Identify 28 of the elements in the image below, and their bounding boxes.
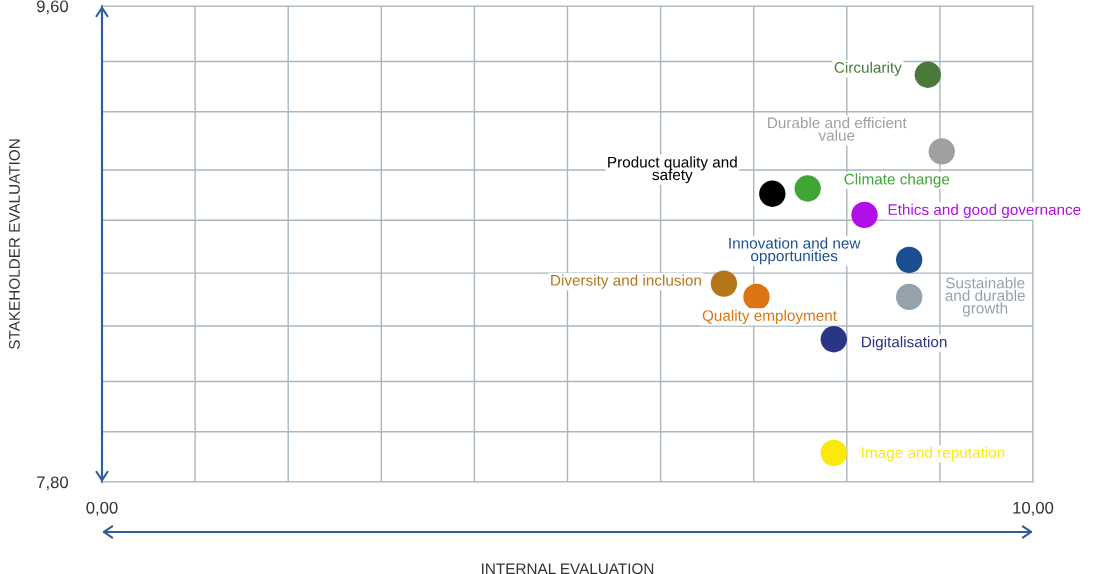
- series-label: Circularity: [834, 61, 902, 76]
- point: [820, 439, 847, 467]
- series-label: Sustainable and durable growth: [945, 277, 1025, 317]
- series-label: Diversity and inclusion: [551, 274, 701, 289]
- series-label: Quality employment: [702, 309, 837, 325]
- series-label: Image and reputation: [862, 446, 1005, 462]
- point: [928, 138, 955, 165]
- series-label: Durable and efficient value: [768, 117, 907, 141]
- point: [896, 246, 923, 274]
- series-label: Product quality and safety: [608, 156, 737, 184]
- point: [794, 175, 821, 202]
- point: [743, 283, 770, 311]
- point: [851, 201, 878, 229]
- point: [914, 61, 941, 88]
- y-axis-title: STAKEHOLDER EVALUATION: [9, 139, 20, 350]
- series-label: Ethics and good governance: [888, 203, 1081, 219]
- y-tick-label: 9,60: [37, 0, 69, 15]
- x-tick-label: 10,00: [1013, 501, 1054, 516]
- point: [820, 326, 847, 353]
- y-tick-label: 7,80: [37, 476, 69, 491]
- point: [710, 270, 738, 297]
- x-axis-title: INTERNAL EVALUATION: [482, 563, 654, 574]
- series-label: Climate change: [844, 173, 950, 188]
- series-label: Digitalisation: [862, 336, 947, 351]
- point: [759, 180, 786, 207]
- text: Innovation and new opportunities: [729, 237, 861, 265]
- x-tick-label: 0,00: [86, 501, 118, 516]
- point: [896, 283, 923, 311]
